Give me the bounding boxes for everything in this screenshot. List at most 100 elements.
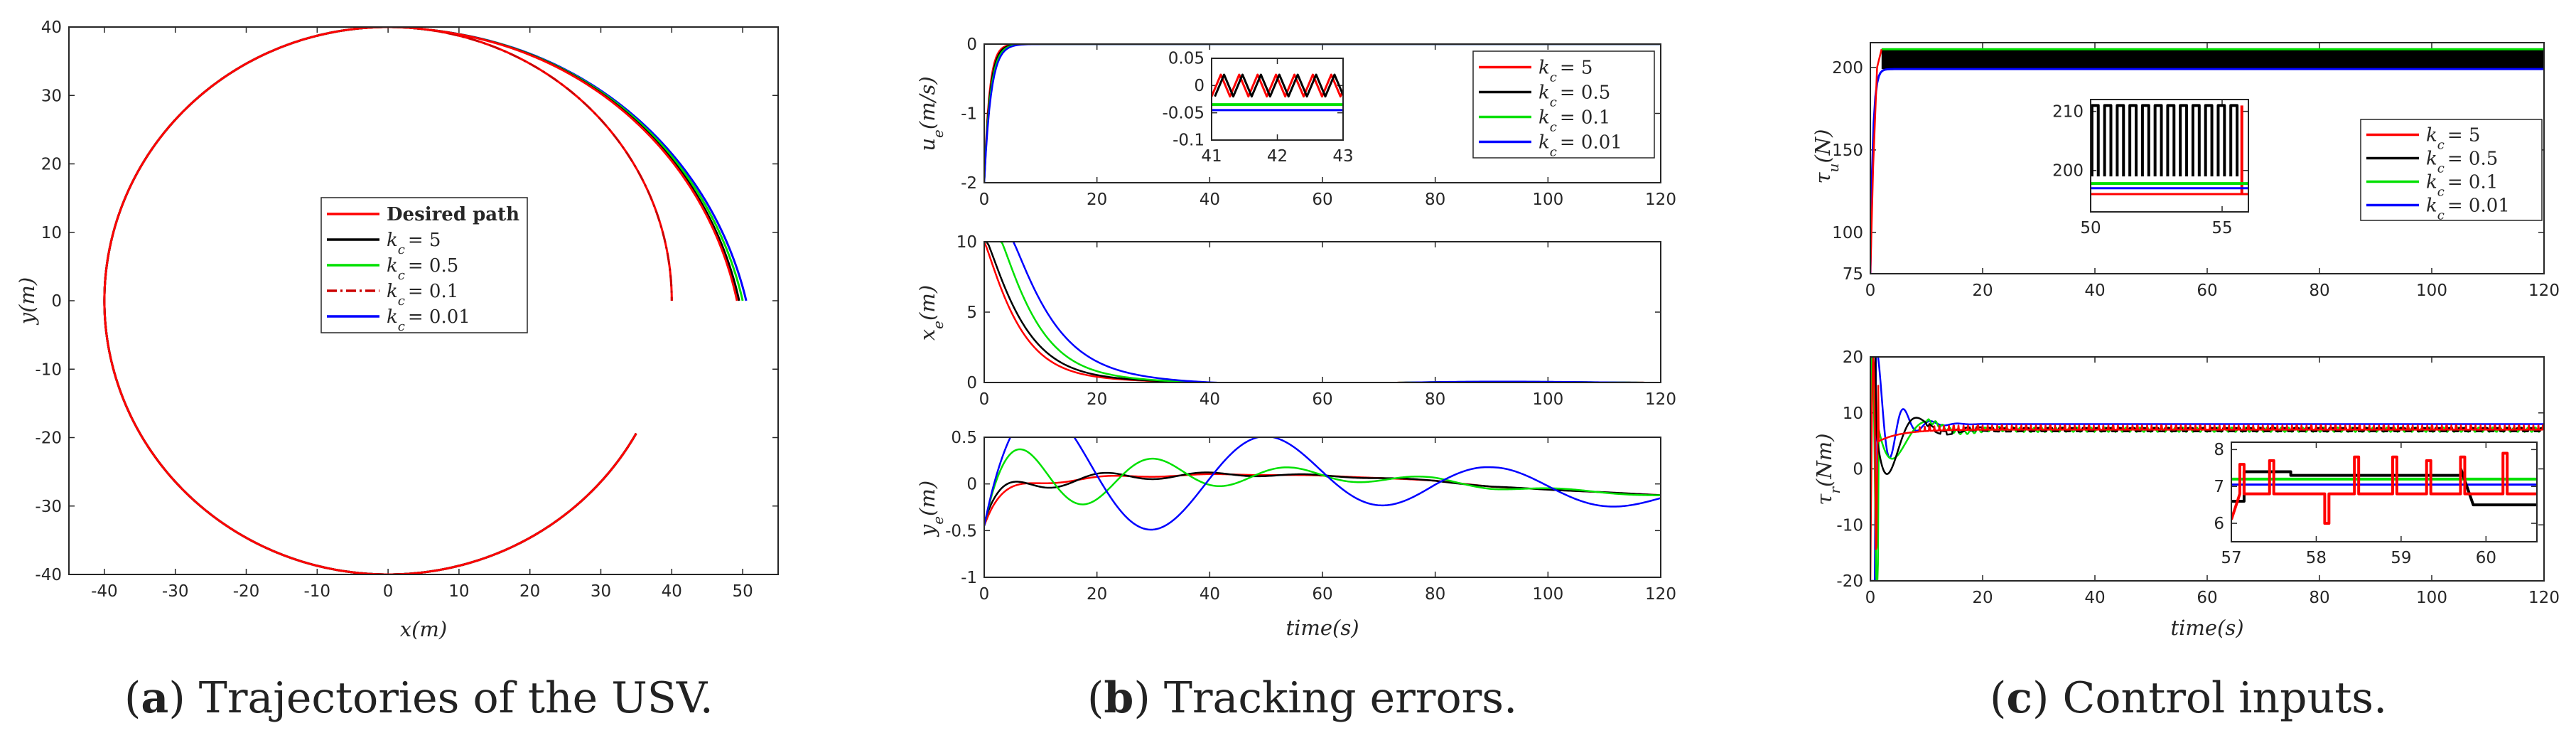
tau-r-inset-axes-xtick-label: 59: [2391, 549, 2411, 567]
ue-legend-label: kc = 0.1: [1538, 107, 1610, 135]
xe-axes-bg: [984, 242, 1661, 382]
tau-u-legend-label: kc = 0.01: [2426, 196, 2510, 223]
ue-legend-label: kc = 0.5: [1538, 82, 1610, 110]
tau-r-inset-axes-ytick-label: 6: [2214, 515, 2224, 533]
traj-legend-label: kc = 5: [387, 230, 441, 257]
xe-axes-xtick-label: 60: [1312, 390, 1332, 409]
tau-u-kc5-line: [1870, 48, 1883, 274]
ue-axes-xtick-label: 40: [1200, 191, 1220, 209]
tau-u-osc-band: [1881, 49, 2544, 70]
xe-axes-ytick-label: 5: [966, 304, 977, 322]
ue-axes-xtick-label: 120: [1645, 191, 1676, 209]
ue-inset-axes-ytick-label: 0: [1194, 77, 1205, 95]
tau-r-axes-ytick-label: 10: [1843, 405, 1863, 423]
tau-r-inset-red: [2231, 451, 2537, 525]
ue-axes-xtick-label: 60: [1312, 191, 1332, 209]
ue-inset-axes-xtick-label: 41: [1201, 147, 1222, 166]
tau-r-inset-axes: 57 58 59 60 8 7 6: [2214, 441, 2538, 567]
traj-axes-ytick-label: 0: [51, 292, 62, 311]
traj-legend-label: kc = 0.1: [387, 281, 458, 309]
tau-u-inset-pulse: [2103, 104, 2113, 177]
ue-ylabel: ue(m/s): [915, 76, 947, 151]
tau-u-inset-axes-ytick-label: 200: [2052, 161, 2084, 180]
tau-u-axes-ytick-label: 150: [1832, 141, 1863, 160]
traj-ylabel: y(m): [15, 277, 39, 326]
tau-r-inset-axes-plot-area: [2231, 451, 2537, 525]
tau-u-axes-ytick-label: 100: [1832, 224, 1863, 242]
traj-axes-xtick-label: 50: [732, 582, 753, 601]
tau-r-kc5-line: [1870, 357, 2544, 581]
tau-u-inset-pulse: [2191, 104, 2201, 177]
tau-r-axes-ytick-label: -10: [1836, 516, 1863, 535]
ye-kc0.01-line: [984, 437, 1661, 531]
ue-axes-xtick-label: 100: [1532, 191, 1563, 209]
caption-c: (c) Control inputs.: [1990, 673, 2387, 723]
traj-axes-xtick-label: 30: [591, 582, 611, 601]
tau-u-inset-pulse: [2166, 104, 2176, 177]
traj-axes-xtick-label: 40: [662, 582, 682, 601]
ye-kc0.1-line: [984, 448, 1661, 527]
tau-r-inset-axes-xtick-label: 58: [2306, 549, 2327, 567]
tau-u-legend-label: kc = 0.5: [2426, 149, 2498, 176]
tau-u-inset-pulse: [2229, 104, 2239, 177]
xe-axes-xtick-label: 0: [979, 390, 990, 409]
tau-u-axes-xtick-label: 80: [2309, 282, 2329, 300]
tau-r-axes-xtick-label: 20: [1972, 589, 1993, 607]
tau-r-axes-xtick-label: 100: [2416, 589, 2447, 607]
tau-u-inset-axes-ytick-label: 210: [2052, 102, 2084, 121]
ue-legend-box: [1472, 50, 1655, 159]
traj-axes-ytick-label: 40: [41, 18, 62, 37]
ue-axes-ytick-label: -2: [961, 174, 977, 193]
ue-legend-label: kc = 0.01: [1538, 132, 1622, 160]
tau-u-inset-axes-xtick-label: 55: [2211, 219, 2232, 237]
tau-u-axes-plot-area: [1870, 48, 2544, 274]
ye-axes-ytick-label: -1: [961, 569, 977, 587]
tau-u-axes-xtick-label: 20: [1972, 282, 1993, 300]
traj-xlabel: x(m): [400, 617, 447, 641]
ye-axes-xtick-label: 120: [1645, 585, 1676, 604]
xe-axes-xtick-label: 100: [1532, 390, 1563, 409]
xe-axes-ytick-label: 0: [966, 374, 977, 392]
tau-u-inset-pulse: [2116, 104, 2125, 177]
ye-ylabel: ye(m): [915, 481, 947, 537]
ue-axes-xtick-label: 20: [1087, 191, 1107, 209]
traj-legend: Desired path kc = 5kc = 0.5kc = 0.1kc = 0.01: [320, 197, 528, 334]
ye-axes-xtick-label: 20: [1087, 585, 1107, 604]
tau-u-axes-xtick-label: 60: [2197, 282, 2217, 300]
tau-u-axes-ytick-label: 200: [1832, 59, 1863, 77]
traj-legend-label: kc = 0.5: [387, 255, 458, 283]
ue-inset-axes-plot-area: [1212, 73, 1343, 112]
tau-r-axes-xtick-label: 80: [2309, 589, 2329, 607]
tau-u-inset-pulse: [2128, 104, 2138, 177]
tau-r-axes-ytick-label: -20: [1836, 572, 1863, 591]
ue-axes-ytick-label: 0: [966, 36, 977, 54]
ye-axes-xtick-label: 40: [1200, 585, 1220, 604]
tau-r-inset-axes-frame: [2231, 442, 2538, 542]
ue-inset-axes-xtick-label: 43: [1332, 147, 1353, 166]
tau-u-legend-label: kc = 5: [2426, 125, 2480, 153]
ye-axes-xtick-label: 60: [1312, 585, 1332, 604]
ye-axes: 0 20 40 60 80 100 120 0.5 0 -0.5 -1: [945, 429, 1676, 604]
tau-u-axes-frame: [1870, 42, 2545, 274]
ye-axes-plot-area: [984, 437, 1661, 531]
ue-inset-axes-bg: [1212, 58, 1343, 140]
tau-u-legend-label: kc = 0.1: [2426, 172, 2498, 200]
traj-axes-ytick-label: 20: [41, 156, 62, 174]
traj-axes-xtick-label: -10: [304, 582, 331, 601]
xe-axes-frame: [983, 241, 1661, 383]
tau-r-axes-xtick-label: 120: [2528, 589, 2560, 607]
traj-axes-ytick-label: -20: [35, 429, 62, 448]
ue-inset-axes-xtick-label: 42: [1267, 147, 1288, 166]
traj-axes-xtick-label: -40: [91, 582, 118, 601]
traj-axes-ytick-label: 10: [41, 224, 62, 242]
caption-a: (a) Trajectories of the USV.: [124, 673, 713, 723]
ue-inset-axes-ytick-label: -0.1: [1173, 132, 1205, 150]
tau-r-axes-plot-area: [1870, 357, 2544, 581]
ue-inset-red: [1212, 73, 1343, 98]
ue-axes-frame: [983, 43, 1661, 183]
tau-u-inset-pulse: [2204, 104, 2214, 177]
ye-axes-bg: [984, 437, 1661, 577]
traj-legend-label: Desired path: [387, 204, 519, 225]
tau-u-inset-pulse: [2216, 104, 2226, 177]
